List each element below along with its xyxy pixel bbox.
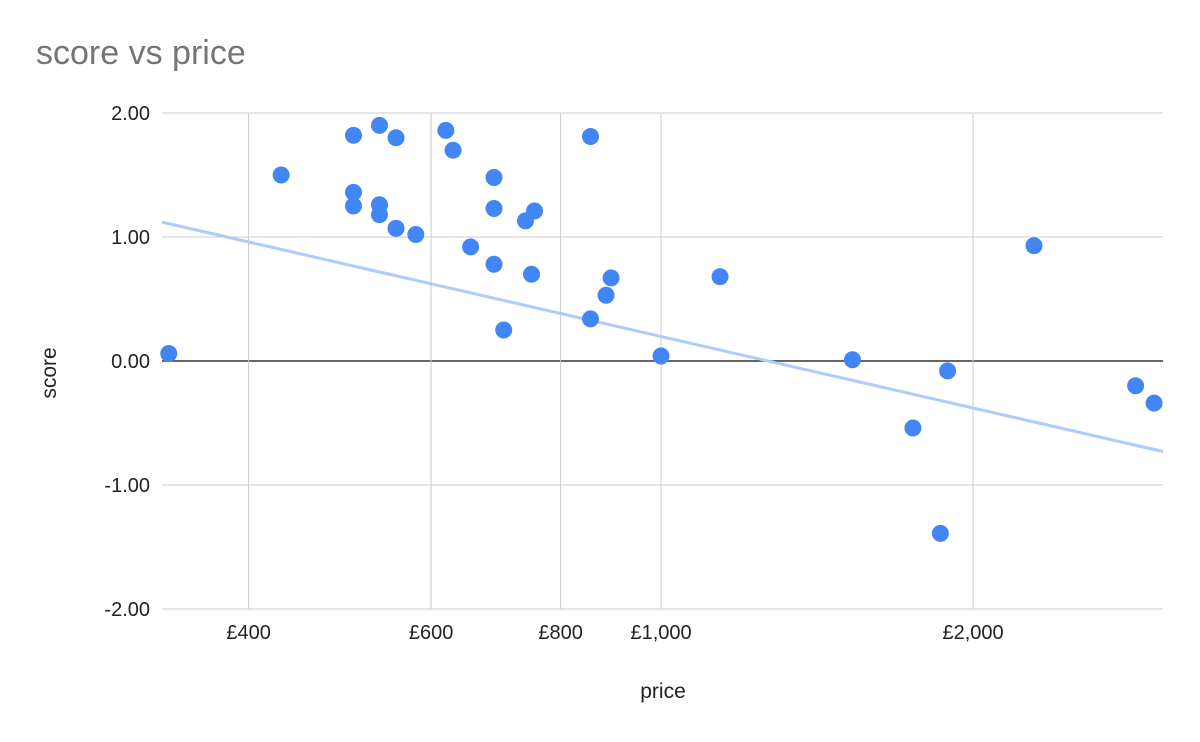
data-point[interactable] — [437, 121, 455, 139]
y-tick-label: 0.00 — [111, 351, 150, 373]
data-point[interactable] — [387, 219, 405, 237]
data-point[interactable] — [1025, 237, 1043, 255]
data-points — [160, 116, 1163, 542]
data-point[interactable] — [1127, 377, 1145, 395]
trendline-layer — [161, 220, 1164, 453]
x-tick-label: £2,000 — [942, 622, 1003, 644]
trendline — [161, 220, 1164, 453]
data-point[interactable] — [485, 199, 503, 217]
y-tick-label: 1.00 — [111, 227, 150, 249]
data-point[interactable] — [582, 310, 600, 328]
data-point[interactable] — [523, 265, 541, 283]
x-tick-label: £800 — [538, 622, 583, 644]
chart-title: score vs price — [36, 34, 246, 72]
data-point[interactable] — [370, 206, 388, 224]
data-point[interactable] — [1145, 394, 1163, 412]
data-point[interactable] — [526, 202, 544, 220]
data-point[interactable] — [495, 321, 513, 339]
tick-labels: 2.00 1.00 0.00 -1.00 -2.00 £400 £600 £800 £1,000… — [104, 103, 1003, 644]
data-point[interactable] — [602, 269, 620, 287]
data-point[interactable] — [272, 166, 290, 184]
data-point[interactable] — [485, 168, 503, 186]
data-point[interactable] — [485, 255, 503, 273]
x-tick-label: £400 — [226, 622, 271, 644]
y-tick-label: -2.00 — [104, 599, 150, 621]
data-point[interactable] — [345, 183, 363, 201]
data-point[interactable] — [904, 419, 922, 437]
data-point[interactable] — [843, 351, 861, 369]
x-axis-label: price — [640, 680, 686, 703]
y-tick-label: -1.00 — [104, 475, 150, 497]
data-point[interactable] — [931, 524, 949, 542]
y-tick-label: 2.00 — [111, 103, 150, 125]
data-point[interactable] — [160, 345, 178, 363]
data-point[interactable] — [407, 226, 425, 244]
y-axis-label: score — [38, 347, 61, 398]
x-tick-label: £1,000 — [630, 622, 691, 644]
data-point[interactable] — [387, 129, 405, 147]
data-point[interactable] — [462, 238, 480, 256]
data-point[interactable] — [711, 268, 729, 286]
data-point[interactable] — [345, 197, 363, 215]
data-point[interactable] — [444, 141, 462, 159]
data-point[interactable] — [652, 347, 670, 365]
data-point[interactable] — [939, 362, 957, 380]
data-point[interactable] — [345, 126, 363, 144]
x-tick-label: £600 — [409, 622, 454, 644]
data-point[interactable] — [597, 286, 615, 304]
data-point[interactable] — [370, 116, 388, 134]
data-point[interactable] — [582, 128, 600, 146]
